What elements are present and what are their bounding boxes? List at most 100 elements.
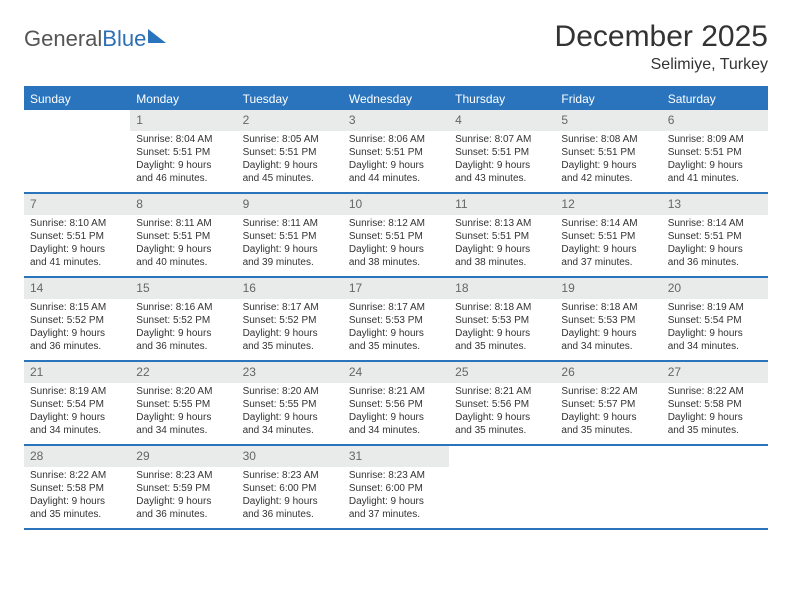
sunset-text: Sunset: 5:51 PM [349,231,443,244]
daylight-text: Daylight: 9 hours and 35 minutes. [455,328,549,354]
daylight-text: Daylight: 9 hours and 35 minutes. [243,328,337,354]
day-number: 11 [449,194,555,215]
day-content: Sunrise: 8:20 AMSunset: 5:55 PMDaylight:… [237,383,343,442]
day-content: Sunrise: 8:22 AMSunset: 5:58 PMDaylight:… [24,467,130,526]
sunrise-text: Sunrise: 8:07 AM [455,134,549,147]
sunrise-text: Sunrise: 8:16 AM [136,302,230,315]
day-cell: 23Sunrise: 8:20 AMSunset: 5:55 PMDayligh… [237,362,343,444]
sunset-text: Sunset: 5:51 PM [668,231,762,244]
day-number: 31 [343,446,449,467]
day-cell: 21Sunrise: 8:19 AMSunset: 5:54 PMDayligh… [24,362,130,444]
day-content: Sunrise: 8:18 AMSunset: 5:53 PMDaylight:… [555,299,661,358]
daylight-text: Daylight: 9 hours and 43 minutes. [455,160,549,186]
sunset-text: Sunset: 6:00 PM [349,483,443,496]
day-cell: 26Sunrise: 8:22 AMSunset: 5:57 PMDayligh… [555,362,661,444]
sunrise-text: Sunrise: 8:23 AM [243,470,337,483]
daylight-text: Daylight: 9 hours and 36 minutes. [136,328,230,354]
header: GeneralBlue December 2025 Selimiye, Turk… [24,20,768,74]
sunrise-text: Sunrise: 8:18 AM [455,302,549,315]
daylight-text: Daylight: 9 hours and 35 minutes. [668,412,762,438]
daylight-text: Daylight: 9 hours and 41 minutes. [668,160,762,186]
sunrise-text: Sunrise: 8:08 AM [561,134,655,147]
month-title: December 2025 [555,20,768,54]
day-number: 12 [555,194,661,215]
daylight-text: Daylight: 9 hours and 45 minutes. [243,160,337,186]
sunrise-text: Sunrise: 8:10 AM [30,218,124,231]
sunset-text: Sunset: 5:52 PM [243,315,337,328]
day-content: Sunrise: 8:22 AMSunset: 5:58 PMDaylight:… [662,383,768,442]
sunrise-text: Sunrise: 8:13 AM [455,218,549,231]
day-cell: 13Sunrise: 8:14 AMSunset: 5:51 PMDayligh… [662,194,768,276]
day-cell: 27Sunrise: 8:22 AMSunset: 5:58 PMDayligh… [662,362,768,444]
sunrise-text: Sunrise: 8:05 AM [243,134,337,147]
day-number: 30 [237,446,343,467]
day-of-week-header: Sunday Monday Tuesday Wednesday Thursday… [24,88,768,110]
sunset-text: Sunset: 5:53 PM [349,315,443,328]
day-number: 20 [662,278,768,299]
day-number: 13 [662,194,768,215]
day-content: Sunrise: 8:17 AMSunset: 5:52 PMDaylight:… [237,299,343,358]
day-number: 28 [24,446,130,467]
week-row: 14Sunrise: 8:15 AMSunset: 5:52 PMDayligh… [24,278,768,362]
day-number: 3 [343,110,449,131]
day-content: Sunrise: 8:10 AMSunset: 5:51 PMDaylight:… [24,215,130,274]
dow-thursday: Thursday [449,88,555,110]
day-cell: 15Sunrise: 8:16 AMSunset: 5:52 PMDayligh… [130,278,236,360]
sunset-text: Sunset: 5:55 PM [243,399,337,412]
day-number: 29 [130,446,236,467]
dow-wednesday: Wednesday [343,88,449,110]
sunset-text: Sunset: 5:53 PM [561,315,655,328]
day-number: 4 [449,110,555,131]
daylight-text: Daylight: 9 hours and 35 minutes. [30,496,124,522]
day-number: 27 [662,362,768,383]
sunset-text: Sunset: 5:54 PM [30,399,124,412]
sunset-text: Sunset: 5:51 PM [243,147,337,160]
sunset-text: Sunset: 5:51 PM [243,231,337,244]
daylight-text: Daylight: 9 hours and 41 minutes. [30,244,124,270]
daylight-text: Daylight: 9 hours and 35 minutes. [455,412,549,438]
weeks-grid: 1Sunrise: 8:04 AMSunset: 5:51 PMDaylight… [24,110,768,530]
week-row: 21Sunrise: 8:19 AMSunset: 5:54 PMDayligh… [24,362,768,446]
daylight-text: Daylight: 9 hours and 40 minutes. [136,244,230,270]
day-cell: 31Sunrise: 8:23 AMSunset: 6:00 PMDayligh… [343,446,449,528]
sunrise-text: Sunrise: 8:12 AM [349,218,443,231]
day-content: Sunrise: 8:18 AMSunset: 5:53 PMDaylight:… [449,299,555,358]
day-content: Sunrise: 8:22 AMSunset: 5:57 PMDaylight:… [555,383,661,442]
day-content: Sunrise: 8:16 AMSunset: 5:52 PMDaylight:… [130,299,236,358]
day-number: 24 [343,362,449,383]
sunset-text: Sunset: 5:53 PM [455,315,549,328]
daylight-text: Daylight: 9 hours and 39 minutes. [243,244,337,270]
calendar-page: GeneralBlue December 2025 Selimiye, Turk… [0,0,792,550]
sunset-text: Sunset: 5:58 PM [30,483,124,496]
sunset-text: Sunset: 5:51 PM [668,147,762,160]
day-number: 25 [449,362,555,383]
day-cell: 9Sunrise: 8:11 AMSunset: 5:51 PMDaylight… [237,194,343,276]
day-content: Sunrise: 8:23 AMSunset: 6:00 PMDaylight:… [237,467,343,526]
day-content: Sunrise: 8:14 AMSunset: 5:51 PMDaylight:… [555,215,661,274]
day-number: 2 [237,110,343,131]
day-content: Sunrise: 8:20 AMSunset: 5:55 PMDaylight:… [130,383,236,442]
daylight-text: Daylight: 9 hours and 35 minutes. [349,328,443,354]
daylight-text: Daylight: 9 hours and 34 minutes. [561,328,655,354]
day-content: Sunrise: 8:13 AMSunset: 5:51 PMDaylight:… [449,215,555,274]
sunset-text: Sunset: 5:51 PM [136,147,230,160]
dow-tuesday: Tuesday [237,88,343,110]
day-cell [24,110,130,192]
sunset-text: Sunset: 5:52 PM [136,315,230,328]
dow-saturday: Saturday [662,88,768,110]
daylight-text: Daylight: 9 hours and 37 minutes. [561,244,655,270]
sunrise-text: Sunrise: 8:15 AM [30,302,124,315]
day-cell: 19Sunrise: 8:18 AMSunset: 5:53 PMDayligh… [555,278,661,360]
day-number: 19 [555,278,661,299]
day-cell: 3Sunrise: 8:06 AMSunset: 5:51 PMDaylight… [343,110,449,192]
sunset-text: Sunset: 5:55 PM [136,399,230,412]
day-content: Sunrise: 8:21 AMSunset: 5:56 PMDaylight:… [449,383,555,442]
daylight-text: Daylight: 9 hours and 34 minutes. [136,412,230,438]
day-cell: 30Sunrise: 8:23 AMSunset: 6:00 PMDayligh… [237,446,343,528]
daylight-text: Daylight: 9 hours and 46 minutes. [136,160,230,186]
sunset-text: Sunset: 5:56 PM [349,399,443,412]
day-cell: 5Sunrise: 8:08 AMSunset: 5:51 PMDaylight… [555,110,661,192]
daylight-text: Daylight: 9 hours and 37 minutes. [349,496,443,522]
day-cell [449,446,555,528]
day-content: Sunrise: 8:21 AMSunset: 5:56 PMDaylight:… [343,383,449,442]
